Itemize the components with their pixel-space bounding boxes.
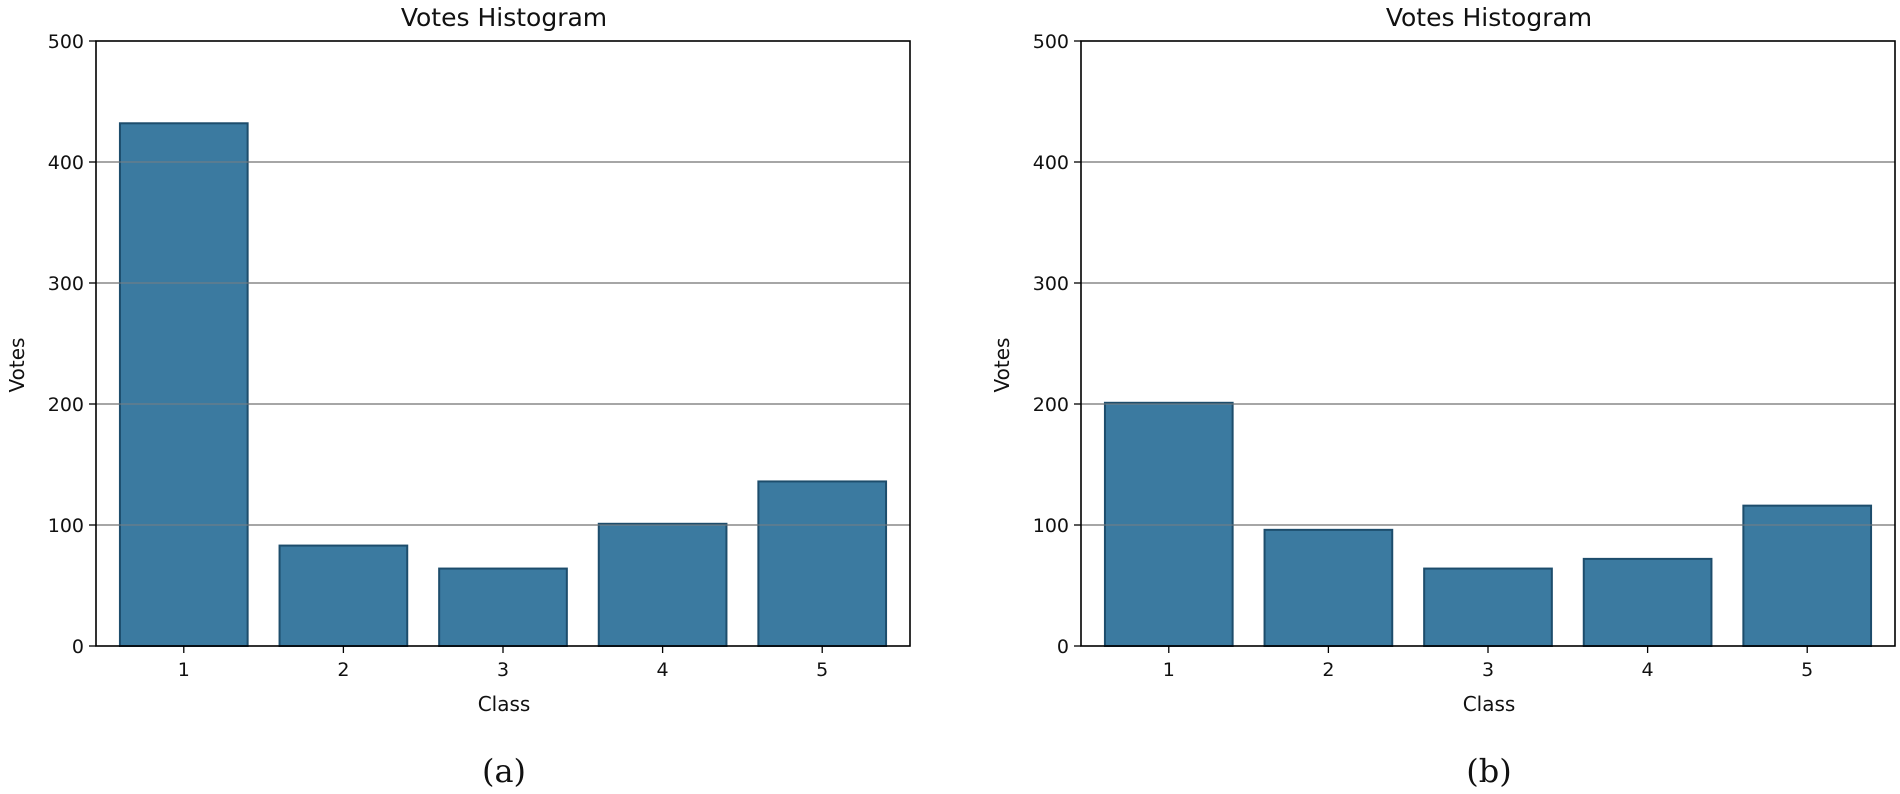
bar-class-5 (757, 480, 888, 647)
y-tick-label: 100 (1033, 515, 1069, 537)
x-tick-label: 2 (337, 659, 349, 681)
y-tick-label: 500 (1033, 31, 1069, 53)
bar-class-4 (1582, 557, 1713, 648)
y-tick-label: 300 (48, 273, 84, 295)
bar-class-3 (438, 567, 568, 647)
y-tick-label: 100 (48, 515, 84, 537)
x-axis-label: Class (478, 692, 531, 716)
bar-class-5 (1742, 504, 1873, 648)
x-tick-label: 1 (178, 659, 190, 681)
plot-frame (1080, 40, 1896, 647)
x-tick-label: 4 (657, 659, 669, 681)
bar-class-1 (118, 122, 249, 647)
bar-class-2 (1263, 528, 1394, 648)
y-tick-label: 0 (72, 636, 84, 658)
panel-label: (b) (1466, 752, 1511, 790)
y-axis-label: Votes (5, 338, 29, 393)
x-tick-label: 3 (497, 659, 509, 681)
x-tick-label: 5 (816, 659, 828, 681)
bar-class-2 (278, 544, 409, 648)
y-tick-label: 0 (1057, 636, 1069, 658)
x-tick-label: 1 (1163, 659, 1175, 681)
y-tick-label: 400 (48, 152, 84, 174)
bar-class-3 (1423, 567, 1553, 647)
y-tick-label: 200 (48, 394, 84, 416)
x-axis-label: Class (1463, 692, 1516, 716)
plot-frame (95, 40, 911, 647)
y-axis-label: Votes (990, 338, 1014, 393)
x-tick-label: 3 (1482, 659, 1494, 681)
y-tick-label: 300 (1033, 273, 1069, 295)
panel-label: (a) (482, 752, 526, 790)
plot-area: 0 100 200 300 400 500 1 2 3 4 5 (48, 31, 910, 681)
chart-panel-b: Votes Histogram Class Votes (b) 0 100 200 3… (990, 3, 1896, 790)
bar-class-4 (597, 522, 728, 647)
plot-area: 0 100 200 300 400 500 1 2 3 4 5 (1033, 31, 1895, 681)
x-tick-label: 4 (1642, 659, 1654, 681)
chart-title: Votes Histogram (1386, 3, 1592, 32)
y-tick-label: 500 (48, 31, 84, 53)
x-tick-label: 2 (1322, 659, 1334, 681)
y-tick-label: 400 (1033, 152, 1069, 174)
x-tick-label: 5 (1801, 659, 1813, 681)
chart-panel-a: Votes Histogram Class Votes (a) 0 100 200 3… (5, 3, 911, 790)
y-tick-label: 200 (1033, 394, 1069, 416)
chart-title: Votes Histogram (401, 3, 607, 32)
